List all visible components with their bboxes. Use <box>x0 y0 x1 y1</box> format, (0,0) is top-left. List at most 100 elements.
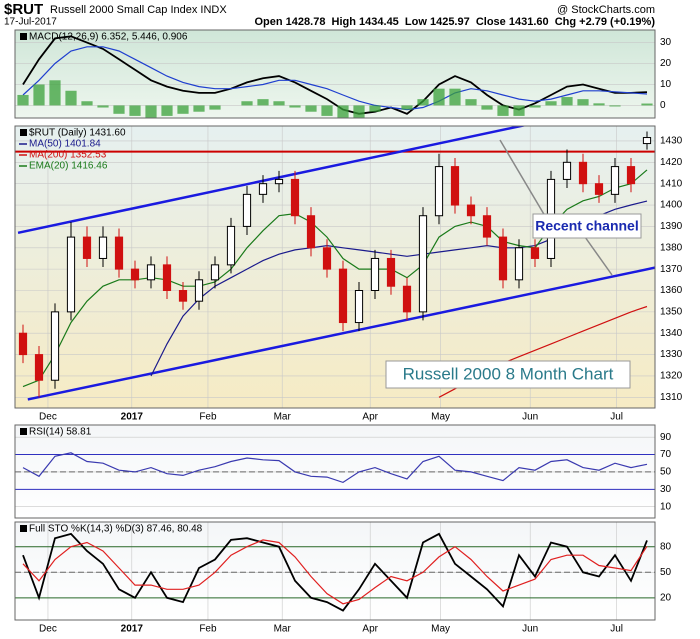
candle-body <box>482 215 492 238</box>
histogram-bar <box>209 105 221 110</box>
candle-body <box>210 264 220 281</box>
y-tick-label: 70 <box>660 449 672 460</box>
plot-area <box>15 436 655 508</box>
candle-body <box>386 257 396 287</box>
candle-body <box>290 178 300 217</box>
y-tick-label: 1360 <box>660 285 683 296</box>
histogram-bar <box>449 88 461 106</box>
histogram-bar <box>641 103 653 106</box>
panel-border <box>14 521 656 621</box>
panel-label: RSI(14) 58.81 <box>29 427 92 438</box>
panel-border <box>14 29 656 119</box>
panel-label-swatch <box>20 129 27 136</box>
candle-body <box>98 236 108 259</box>
trendline <box>27 266 655 401</box>
annotation: Russell 2000 8 Month Chart <box>403 364 614 383</box>
symbol: $RUT <box>4 1 43 18</box>
y-tick-label: 1340 <box>660 328 683 339</box>
candle-body <box>498 236 508 281</box>
x-tick-label: Feb <box>199 624 217 635</box>
candle-body <box>194 279 204 302</box>
candle-body <box>610 166 620 195</box>
trendline <box>17 126 527 235</box>
y-tick-label: 1390 <box>660 221 683 232</box>
legend-entry: MA(50) 1401.84 <box>29 139 101 150</box>
candle-body <box>146 264 156 281</box>
y-tick-label: 1380 <box>660 242 683 253</box>
panel-border <box>14 125 656 409</box>
candle-body <box>50 311 60 381</box>
y-tick-label: 1370 <box>660 264 683 275</box>
y-tick-label: 10 <box>660 79 672 90</box>
candle-body <box>450 166 460 206</box>
x-tick-label: May <box>431 412 450 423</box>
x-tick-label: Jul <box>610 412 623 423</box>
quote: Open 1428.78 High 1434.45 Low 1425.97 Cl… <box>255 16 656 28</box>
y-tick-label: 30 <box>660 484 672 495</box>
candle-body <box>466 204 476 217</box>
histogram-bar <box>513 105 525 116</box>
candle-body <box>66 236 76 313</box>
y-tick-label: 30 <box>660 37 672 48</box>
panel-label: $RUT (Daily) 1431.60 <box>29 128 126 139</box>
histogram-bar <box>593 103 605 106</box>
y-tick-label: 50 <box>660 567 672 578</box>
panel-label: MACD(12,26,9) 6.352, 5.446, 0.906 <box>29 32 188 43</box>
x-tick-label: Mar <box>274 412 292 423</box>
candle-body <box>370 257 380 292</box>
candle-body <box>530 247 540 259</box>
histogram-bar <box>241 101 253 106</box>
candle-body <box>418 215 428 313</box>
y-tick-label: 90 <box>660 432 672 443</box>
histogram-bar <box>273 101 285 106</box>
series-line <box>22 532 648 612</box>
y-tick-label: 50 <box>660 467 672 478</box>
legend-entry: EMA(20) 1416.46 <box>29 161 108 172</box>
y-tick-label: 1350 <box>660 307 683 318</box>
series-line <box>22 539 648 605</box>
histogram-bar <box>561 97 573 106</box>
panel-background <box>15 522 655 620</box>
candle-body <box>354 290 364 324</box>
histogram-bar <box>65 90 77 106</box>
candle-body <box>578 161 588 185</box>
candle-body <box>130 268 140 281</box>
histogram-bar <box>337 105 349 118</box>
x-tick-label: Jul <box>610 624 623 635</box>
x-tick-label: Dec <box>39 412 57 423</box>
candle-body <box>114 236 124 270</box>
series-line <box>22 35 648 115</box>
legend-entry: MA(200) 1352.53 <box>29 150 107 161</box>
credit: @ StockCharts.com <box>557 4 655 16</box>
histogram-bar <box>305 105 317 112</box>
candle-body <box>162 264 172 292</box>
plot-area <box>15 522 655 620</box>
panel-border <box>14 424 656 519</box>
annotation-arrow <box>584 236 613 276</box>
candle-body <box>226 225 236 266</box>
x-tick-label: 2017 <box>121 412 144 423</box>
candle-body <box>242 193 252 227</box>
candle-body <box>34 354 44 381</box>
candle-body <box>402 285 412 313</box>
histogram-bar <box>321 105 333 116</box>
histogram-bar <box>417 99 429 106</box>
x-tick-label: Apr <box>362 624 378 635</box>
x-tick-label: Jun <box>522 624 538 635</box>
histogram-bar <box>129 105 141 116</box>
histogram-bar <box>481 105 493 110</box>
candle-body <box>306 215 316 249</box>
panel-label: Full STO %K(14,3) %D(3) 87.46, 80.48 <box>29 524 203 535</box>
histogram-bar <box>193 105 205 112</box>
y-tick-label: 1330 <box>660 349 683 360</box>
candle-body <box>338 268 348 324</box>
candle-body <box>258 183 268 195</box>
histogram-bar <box>97 105 109 108</box>
y-tick-label: 20 <box>660 58 672 69</box>
y-tick-label: 1400 <box>660 200 683 211</box>
x-tick-label: Dec <box>39 624 57 635</box>
candle-body <box>562 161 572 180</box>
histogram-bar <box>257 99 269 106</box>
annotation: Recent channel <box>535 218 638 234</box>
